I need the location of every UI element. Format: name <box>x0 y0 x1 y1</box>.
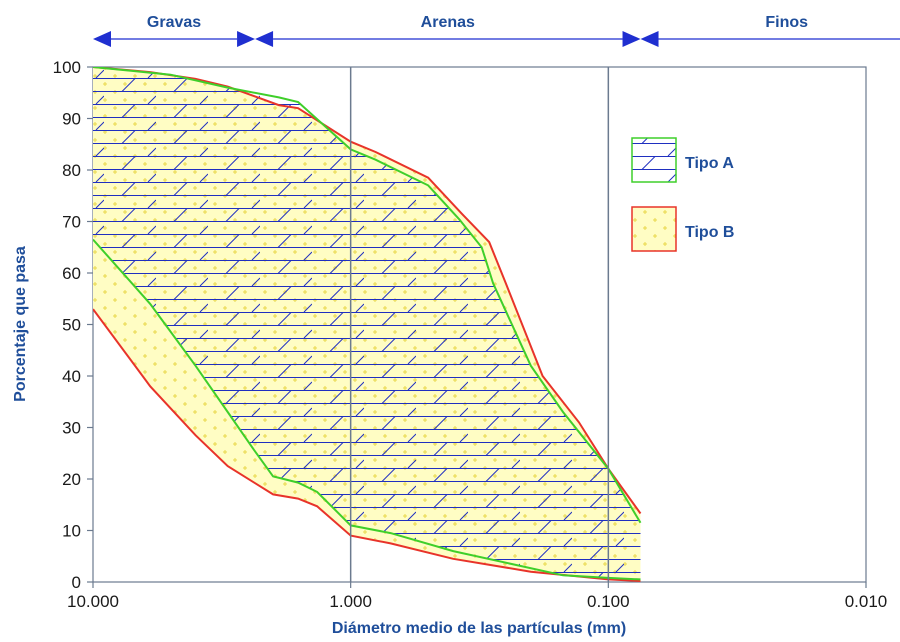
legend-swatch-tipo-a <box>631 137 677 183</box>
region-arrowhead-right <box>237 31 256 47</box>
y-tick-label: 20 <box>62 470 81 489</box>
y-axis-title: Porcentaje que pasa <box>12 246 29 402</box>
region-arrowhead-left <box>640 31 659 47</box>
x-tick-label: 0.100 <box>587 592 630 611</box>
legend-label-tipo-b: Tipo B <box>685 224 734 241</box>
region-label-gravas: Gravas <box>147 14 201 31</box>
boundary-upper-tipo-b <box>93 67 642 515</box>
region-arrowhead-left <box>93 31 111 47</box>
y-tick-label: 40 <box>62 367 81 386</box>
boundary-lower-tipo-a <box>93 238 641 581</box>
legend: Tipo A Tipo B <box>631 137 734 252</box>
x-axis-title: Diámetro medio de las partículas (mm) <box>332 620 626 637</box>
region-label-finos: Finos <box>765 14 808 31</box>
region-arrowhead-left <box>255 31 274 47</box>
y-tick-label: 80 <box>62 161 81 180</box>
x-tick-label: 1.000 <box>329 592 372 611</box>
region-arrowhead-right <box>622 31 641 47</box>
y-axis: 0 10 20 30 40 50 60 70 80 90 100 <box>53 58 93 592</box>
boundary-upper-tipo-a <box>93 67 642 524</box>
boundary-lower-tipo-b <box>93 308 641 582</box>
y-tick-label: 30 <box>62 419 81 438</box>
legend-swatch-tipo-b <box>631 206 677 252</box>
y-tick-label: 100 <box>53 58 81 77</box>
region-label-arenas: Arenas <box>421 14 475 31</box>
area-tipo-a <box>93 67 641 580</box>
y-tick-label: 70 <box>62 213 81 232</box>
region-bar: Gravas Arenas Finos <box>93 14 900 47</box>
y-tick-label: 60 <box>62 264 81 283</box>
x-tick-label: 0.010 <box>845 592 888 611</box>
y-tick-label: 50 <box>62 316 81 335</box>
y-tick-label: 10 <box>62 522 81 541</box>
x-axis: 10.000 1.000 0.100 0.010 <box>67 582 887 611</box>
chart-gridlines <box>349 67 610 582</box>
chart-areas <box>93 67 642 582</box>
y-tick-label: 90 <box>62 110 81 129</box>
y-tick-label: 0 <box>72 573 81 592</box>
legend-label-tipo-a: Tipo A <box>685 155 734 172</box>
x-tick-label: 10.000 <box>67 592 119 611</box>
